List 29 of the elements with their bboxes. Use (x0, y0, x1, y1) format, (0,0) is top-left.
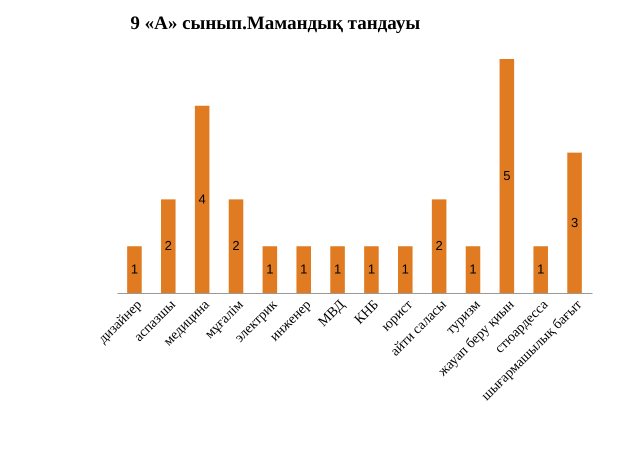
data-label: 2 (436, 238, 443, 254)
data-label: 1 (402, 262, 409, 277)
data-label: 1 (537, 262, 544, 277)
bar (127, 246, 142, 293)
bar (296, 246, 311, 293)
bar (533, 246, 548, 293)
bar (364, 246, 379, 293)
data-label: 1 (469, 262, 477, 277)
data-label: 3 (570, 214, 578, 230)
bar (567, 152, 582, 293)
data-label: 2 (164, 238, 172, 254)
bar (432, 199, 446, 293)
data-label: 4 (198, 191, 206, 206)
bar (194, 106, 210, 293)
bar (500, 59, 514, 293)
bar (262, 246, 278, 293)
bar (398, 246, 413, 293)
bar (161, 199, 176, 293)
data-label: 1 (130, 262, 138, 277)
chart-title: 9 «А» сынып.Мамандық тандауы (130, 13, 420, 34)
bar (466, 246, 480, 293)
data-label: 1 (266, 262, 274, 277)
data-label: 1 (368, 262, 376, 277)
data-label: 2 (232, 238, 240, 254)
bar (330, 246, 345, 293)
data-label: 5 (503, 168, 510, 183)
data-label: 1 (334, 262, 342, 277)
data-label: 1 (300, 262, 308, 277)
bar (228, 199, 244, 293)
